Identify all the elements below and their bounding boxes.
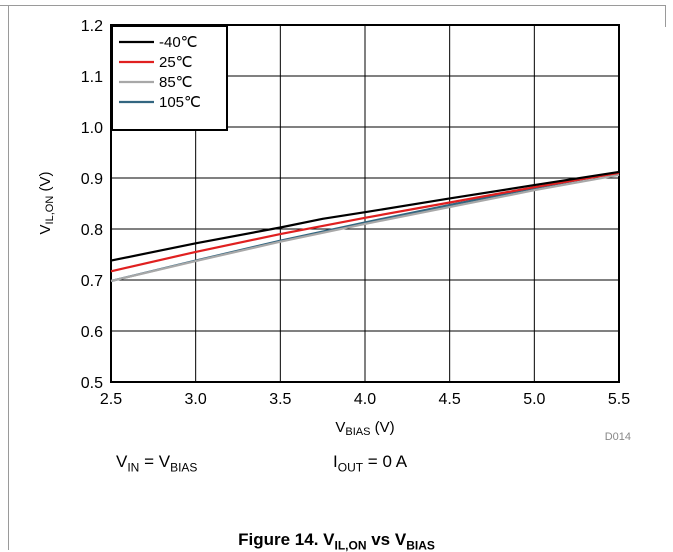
vin-eq: = V <box>139 452 171 471</box>
x-tick-label: 5.5 <box>608 391 630 408</box>
caption-sub1: IL,ON <box>334 538 367 552</box>
x-axis-label-main: V <box>335 419 345 436</box>
x-axis-label: VBIAS (V) <box>335 419 394 438</box>
series-line <box>110 171 620 273</box>
x-tick-label: 4.5 <box>439 391 461 408</box>
condition-vin: VIN = VBIAS <box>116 452 197 474</box>
y-tick-label: 1.0 <box>81 120 103 137</box>
figure-frame-right <box>665 5 666 27</box>
x-tick-label: 3.0 <box>185 391 207 408</box>
caption-mid: vs V <box>366 530 407 549</box>
grid <box>110 24 620 383</box>
y-tick-label: 1.1 <box>81 69 103 86</box>
y-tick-label: 1.2 <box>81 18 103 35</box>
y-tick-label: 0.5 <box>81 375 103 392</box>
iout-rest: = 0 A <box>363 452 408 471</box>
caption-sub2: BIAS <box>406 538 435 552</box>
y-tick-label: 0.7 <box>81 273 103 290</box>
legend-label: -40℃ <box>159 34 198 51</box>
legend-label: 85℃ <box>159 74 193 91</box>
x-tick-label: 2.5 <box>100 391 122 408</box>
iout-main: I <box>333 452 338 471</box>
vin-main: V <box>116 452 128 471</box>
x-tick-label: 5.0 <box>523 391 545 408</box>
y-axis-label: VIL,ON (V) <box>37 172 56 235</box>
x-axis-label-unit: (V) <box>370 419 394 436</box>
series-line <box>110 170 620 262</box>
legend-label: 25℃ <box>159 54 193 71</box>
figure-frame-left <box>8 5 9 550</box>
legend: -40℃ 25℃ 85℃ 105℃ <box>111 25 228 131</box>
y-tick-label: 0.9 <box>81 171 103 188</box>
plot-border <box>110 24 620 383</box>
figure-id: D014 <box>605 431 631 443</box>
iout-sub: OUT <box>337 460 364 475</box>
condition-iout: IOUT = 0 A <box>333 452 407 474</box>
x-tick-label: 3.5 <box>269 391 291 408</box>
x-axis-label-sub: BIAS <box>345 426 370 438</box>
y-tick-label: 0.8 <box>81 222 103 239</box>
legend-box <box>111 25 228 131</box>
figure-frame-top <box>0 5 665 6</box>
chart-svg: 2.5 3.0 3.5 4.0 4.5 5.0 5.5 0.5 0.6 0.7 0.8 0.9 1.0 1… <box>37 18 631 443</box>
y-axis-label-unit: (V) <box>37 172 54 196</box>
y-tick-label: 0.6 <box>81 324 103 341</box>
tick-labels: 2.5 3.0 3.5 4.0 4.5 5.0 5.5 0.5 0.6 0.7 0.8 0.9 1.0 1… <box>81 18 630 408</box>
x-tick-label: 4.0 <box>354 391 376 408</box>
vin-rhs-sub: BIAS <box>170 460 198 475</box>
legend-label: 105℃ <box>159 94 201 111</box>
series-lines <box>110 170 620 283</box>
y-axis-label-sub: IL,ON <box>44 196 56 225</box>
y-axis-label-main: V <box>37 224 54 234</box>
vin-sub: IN <box>127 460 140 475</box>
caption-prefix: Figure 14. V <box>238 530 335 549</box>
series-line <box>110 173 620 283</box>
figure-caption: Figure 14. VIL,ON vs VBIAS <box>0 530 673 552</box>
